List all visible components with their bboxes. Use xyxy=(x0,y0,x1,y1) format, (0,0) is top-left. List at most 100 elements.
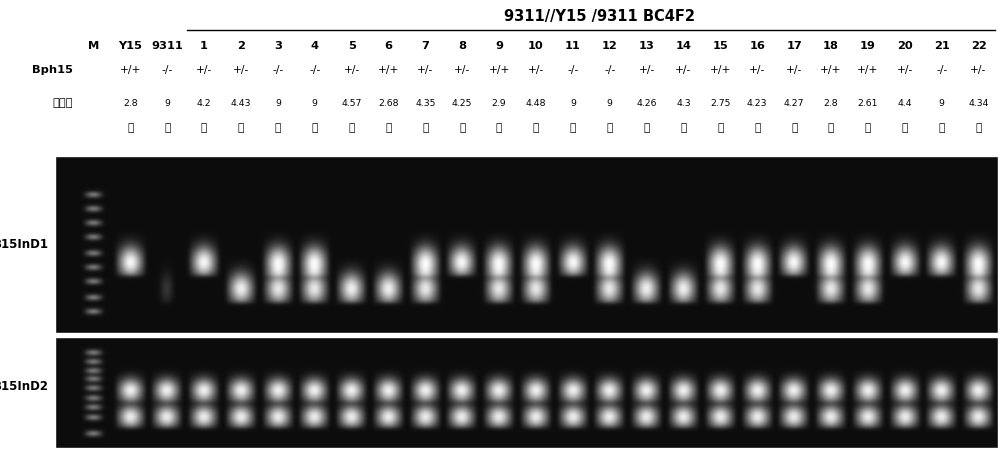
Text: 7: 7 xyxy=(421,41,429,51)
Text: 9311: 9311 xyxy=(151,41,183,51)
Text: 4.23: 4.23 xyxy=(747,99,768,108)
Text: 4.34: 4.34 xyxy=(968,99,989,108)
Text: Bph15: Bph15 xyxy=(32,65,73,75)
Text: 感: 感 xyxy=(275,123,281,133)
Text: 3: 3 xyxy=(274,41,282,51)
Text: +/-: +/- xyxy=(417,65,434,75)
Text: 10: 10 xyxy=(528,41,544,51)
Text: 感: 感 xyxy=(607,123,613,133)
Text: 感: 感 xyxy=(938,123,945,133)
Text: 抗: 抗 xyxy=(828,123,834,133)
Text: 抗: 抗 xyxy=(422,123,429,133)
Text: M: M xyxy=(88,41,99,51)
Text: 4.35: 4.35 xyxy=(415,99,436,108)
Text: 抗: 抗 xyxy=(717,123,724,133)
Text: 抗: 抗 xyxy=(754,123,760,133)
Text: 抗: 抗 xyxy=(902,123,908,133)
Text: +/-: +/- xyxy=(897,65,913,75)
Text: 9: 9 xyxy=(164,99,170,108)
Text: 4.3: 4.3 xyxy=(676,99,691,108)
Text: 抗: 抗 xyxy=(496,123,502,133)
Text: 4.48: 4.48 xyxy=(526,99,546,108)
Text: 2: 2 xyxy=(237,41,245,51)
Text: 抗: 抗 xyxy=(127,123,134,133)
Text: +/+: +/+ xyxy=(820,65,842,75)
Text: 4.4: 4.4 xyxy=(897,99,912,108)
Text: +/+: +/+ xyxy=(710,65,731,75)
Text: 抗: 抗 xyxy=(533,123,539,133)
Text: +/-: +/- xyxy=(786,65,802,75)
Text: -/-: -/- xyxy=(936,65,947,75)
Text: 抗: 抗 xyxy=(643,123,650,133)
Text: B15InD1: B15InD1 xyxy=(0,238,49,251)
Text: +/-: +/- xyxy=(528,65,544,75)
Text: -/-: -/- xyxy=(272,65,284,75)
Text: +/-: +/- xyxy=(454,65,470,75)
Text: +/+: +/+ xyxy=(857,65,879,75)
Text: 1: 1 xyxy=(200,41,208,51)
Text: 20: 20 xyxy=(897,41,913,51)
Text: B15InD2: B15InD2 xyxy=(0,381,49,393)
Text: 11: 11 xyxy=(565,41,581,51)
Text: 2.9: 2.9 xyxy=(492,99,506,108)
Text: 18: 18 xyxy=(823,41,839,51)
Text: 2.8: 2.8 xyxy=(123,99,138,108)
Text: 2.75: 2.75 xyxy=(710,99,731,108)
Text: +/+: +/+ xyxy=(488,65,510,75)
Text: +/-: +/- xyxy=(749,65,765,75)
Text: +/-: +/- xyxy=(343,65,360,75)
Text: 12: 12 xyxy=(602,41,618,51)
Text: 感: 感 xyxy=(570,123,576,133)
Text: 4.43: 4.43 xyxy=(231,99,251,108)
Text: 感: 感 xyxy=(164,123,170,133)
Text: 抗: 抗 xyxy=(385,123,392,133)
Text: 抗: 抗 xyxy=(201,123,207,133)
Text: 抗: 抗 xyxy=(975,123,982,133)
Text: 4.57: 4.57 xyxy=(341,99,362,108)
Text: 9: 9 xyxy=(312,99,318,108)
Text: -/-: -/- xyxy=(162,65,173,75)
Text: 抗: 抗 xyxy=(791,123,797,133)
Text: +/-: +/- xyxy=(638,65,655,75)
Text: 21: 21 xyxy=(934,41,950,51)
Text: 9: 9 xyxy=(939,99,945,108)
Text: 9311//Y15 /9311 BC4F2: 9311//Y15 /9311 BC4F2 xyxy=(505,9,696,24)
Text: 2.68: 2.68 xyxy=(378,99,399,108)
Text: -/-: -/- xyxy=(567,65,579,75)
Text: 14: 14 xyxy=(676,41,691,51)
Text: 15: 15 xyxy=(713,41,728,51)
Text: +/-: +/- xyxy=(675,65,692,75)
Text: +/-: +/- xyxy=(196,65,212,75)
Text: 抗: 抗 xyxy=(348,123,355,133)
Text: 6: 6 xyxy=(384,41,392,51)
Text: 抗性值: 抗性值 xyxy=(53,98,73,108)
Text: 抗: 抗 xyxy=(238,123,244,133)
Text: 9: 9 xyxy=(570,99,576,108)
Text: 9: 9 xyxy=(607,99,613,108)
Text: 19: 19 xyxy=(860,41,876,51)
Text: -/-: -/- xyxy=(309,65,320,75)
Text: 抗: 抗 xyxy=(459,123,465,133)
Text: 4.2: 4.2 xyxy=(197,99,211,108)
Text: 9: 9 xyxy=(275,99,281,108)
Text: +/+: +/+ xyxy=(120,65,141,75)
Text: 8: 8 xyxy=(458,41,466,51)
Text: 4.26: 4.26 xyxy=(636,99,657,108)
Text: 4: 4 xyxy=(311,41,319,51)
Text: 2.8: 2.8 xyxy=(824,99,838,108)
Text: 抗: 抗 xyxy=(865,123,871,133)
Text: 2.61: 2.61 xyxy=(858,99,878,108)
Text: +/+: +/+ xyxy=(378,65,399,75)
Text: 13: 13 xyxy=(639,41,655,51)
Text: 17: 17 xyxy=(786,41,802,51)
Text: 感: 感 xyxy=(312,123,318,133)
Text: -/-: -/- xyxy=(604,65,615,75)
Text: +/-: +/- xyxy=(233,65,249,75)
Text: Y15: Y15 xyxy=(118,41,142,51)
Text: 9: 9 xyxy=(495,41,503,51)
Text: 4.25: 4.25 xyxy=(452,99,472,108)
Text: 抗: 抗 xyxy=(680,123,687,133)
Text: 4.27: 4.27 xyxy=(784,99,804,108)
Text: +/-: +/- xyxy=(970,65,987,75)
Text: 22: 22 xyxy=(971,41,986,51)
